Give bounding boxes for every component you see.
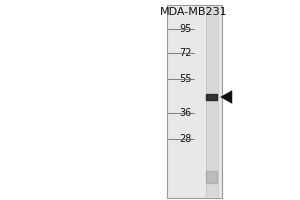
FancyBboxPatch shape — [206, 6, 218, 197]
Text: 28: 28 — [180, 134, 192, 144]
FancyBboxPatch shape — [167, 5, 222, 198]
Text: 36: 36 — [180, 108, 192, 118]
Text: MDA-MB231: MDA-MB231 — [160, 7, 227, 17]
Polygon shape — [220, 91, 232, 103]
Text: 72: 72 — [179, 48, 192, 58]
Text: 55: 55 — [179, 74, 192, 84]
Text: 95: 95 — [180, 24, 192, 34]
